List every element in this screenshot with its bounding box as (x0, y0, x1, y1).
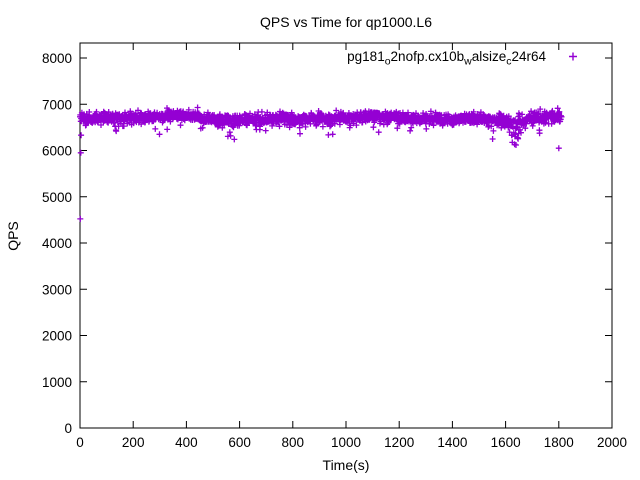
y-tick-label: 3000 (42, 282, 72, 297)
legend: pg181o2nofp.cx10bwalsizec24r64 (347, 49, 577, 68)
y-axis-tick-labels: 0 1000 2000 3000 4000 5000 6000 7000 8000 (42, 51, 72, 436)
x-tick-label: 200 (122, 435, 145, 450)
y-tick-label: 6000 (42, 144, 72, 159)
y-tick-label: 4000 (42, 236, 72, 251)
x-tick-label: 1800 (544, 435, 574, 450)
x-axis-label: Time(s) (323, 457, 370, 473)
y-tick-label: 5000 (42, 190, 72, 205)
x-tick-label: 400 (175, 435, 198, 450)
y-tick-label: 7000 (42, 97, 72, 112)
chart-title: QPS vs Time for qp1000.L6 (260, 14, 432, 30)
x-tick-label: 1200 (384, 435, 414, 450)
y-axis-label: QPS (5, 221, 21, 251)
x-tick-label: 1000 (331, 435, 361, 450)
axis-ticks (79, 43, 613, 429)
x-tick-label: 1400 (437, 435, 467, 450)
x-tick-label: 0 (76, 435, 84, 450)
x-tick-label: 600 (228, 435, 251, 450)
x-tick-label: 800 (282, 435, 305, 450)
legend-series-label: pg181o2nofp.cx10bwalsizec24r64 (347, 49, 546, 68)
x-tick-label: 2000 (597, 435, 627, 450)
y-tick-label: 0 (64, 421, 72, 436)
legend-plus-marker-icon (569, 52, 577, 61)
x-tick-label: 1600 (491, 435, 521, 450)
y-tick-label: 2000 (42, 329, 72, 344)
y-tick-label: 8000 (42, 51, 72, 66)
y-tick-label: 1000 (42, 375, 72, 390)
x-axis-tick-labels: 0 200 400 600 800 1000 1200 1400 1600 1800 2000 (76, 435, 627, 450)
scatter-points-series (77, 104, 565, 222)
